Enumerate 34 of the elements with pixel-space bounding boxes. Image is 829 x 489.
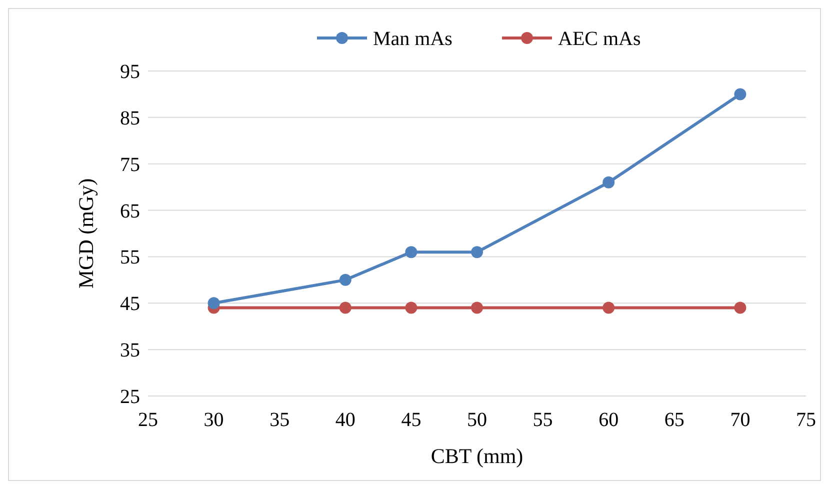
point bbox=[339, 274, 352, 286]
point bbox=[208, 297, 220, 310]
y-tick-label: 25 bbox=[120, 386, 140, 408]
x-tick-label: 30 bbox=[204, 409, 224, 431]
point bbox=[471, 302, 483, 314]
y-tick-label: 95 bbox=[120, 61, 140, 83]
x-axis-title: CBT (mm) bbox=[430, 444, 524, 468]
point bbox=[471, 246, 483, 258]
y-tick-label: 45 bbox=[120, 293, 140, 316]
y-tick-label: 55 bbox=[120, 246, 140, 269]
point bbox=[602, 302, 615, 314]
legend-label: Man mAs bbox=[373, 28, 453, 50]
point bbox=[405, 246, 418, 258]
point bbox=[734, 302, 746, 314]
legend-label: AEC mAs bbox=[558, 28, 641, 50]
x-tick-label: 40 bbox=[335, 409, 356, 431]
y-tick-label: 75 bbox=[120, 154, 140, 176]
x-tick-label: 50 bbox=[467, 409, 487, 431]
x-tick-label: 60 bbox=[598, 409, 619, 431]
y-tick-label: 35 bbox=[120, 340, 140, 362]
x-tick-label: 75 bbox=[796, 409, 816, 431]
x-tick-label: 45 bbox=[401, 409, 422, 431]
y-tick-label: 65 bbox=[120, 200, 140, 222]
point bbox=[734, 88, 746, 100]
x-tick-label: 55 bbox=[532, 409, 553, 431]
x-tick-label: 25 bbox=[138, 409, 158, 431]
x-tick-label: 35 bbox=[270, 409, 290, 431]
point bbox=[602, 176, 615, 188]
x-tick-label: 65 bbox=[664, 409, 684, 431]
y-tick-label: 85 bbox=[120, 107, 140, 130]
y-axis-title: MGD (mGy) bbox=[74, 178, 98, 289]
point bbox=[405, 302, 418, 314]
x-tick-label: 70 bbox=[730, 409, 750, 431]
point bbox=[339, 302, 352, 314]
